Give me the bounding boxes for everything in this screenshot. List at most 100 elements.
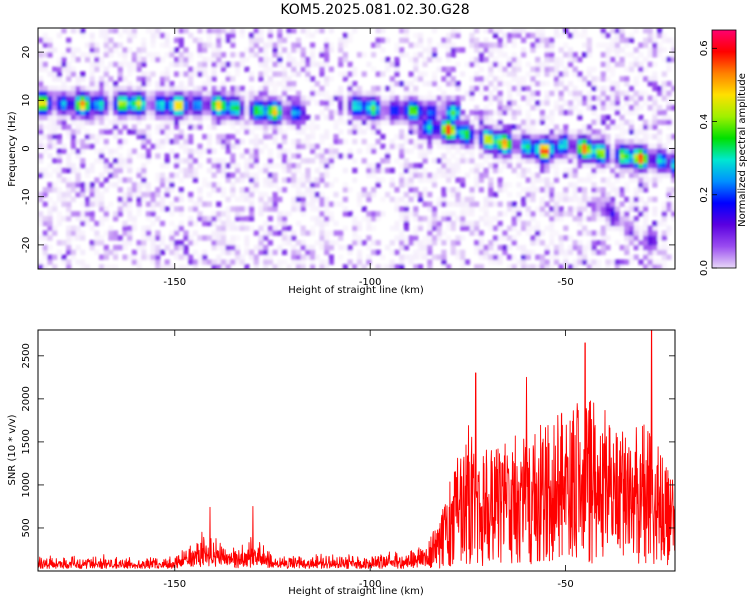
heatmap-cell — [525, 158, 531, 164]
colorbar-tick-label: 0.6 — [699, 40, 710, 56]
heatmap-cell — [169, 100, 175, 106]
heatmap-cell — [352, 100, 358, 106]
heatmap-cell — [460, 216, 466, 222]
heatmap-cell — [216, 105, 222, 111]
heatmap-cell — [413, 143, 419, 150]
heatmap-cell — [127, 254, 133, 260]
heatmap-cell — [258, 76, 264, 82]
heatmap-cell — [178, 28, 184, 34]
heatmap-cell — [192, 158, 198, 164]
heatmap-cell — [619, 56, 625, 63]
heatmap-cell — [436, 201, 442, 207]
heatmap-cell — [263, 71, 269, 77]
heatmap-cell — [469, 61, 475, 68]
heatmap-cell — [310, 52, 316, 58]
heatmap-cell — [375, 129, 381, 135]
heatmap-cell — [253, 28, 259, 34]
heatmap-cell — [628, 109, 635, 116]
heatmap-cell — [253, 177, 259, 183]
heatmap-cell — [80, 114, 86, 121]
heatmap-cell — [591, 172, 597, 178]
heatmap-cell — [188, 114, 194, 121]
heatmap-cell — [108, 100, 114, 106]
heatmap-cell — [117, 153, 123, 159]
heatmap-cell — [652, 249, 658, 256]
heatmap-cell — [619, 148, 625, 154]
heatmap-cell — [103, 66, 109, 72]
heatmap-cell — [427, 148, 433, 154]
heatmap-cell — [319, 259, 325, 265]
heatmap-cell — [446, 114, 452, 121]
heatmap-cell — [338, 254, 344, 260]
heatmap-cell — [511, 56, 517, 63]
heatmap-cell — [324, 244, 330, 251]
heatmap-cell — [145, 254, 152, 260]
heatmap-cell — [431, 225, 438, 231]
heatmap-cell — [99, 105, 105, 111]
heatmap-cell — [600, 28, 606, 34]
heatmap-cell — [643, 249, 649, 256]
heatmap-cell — [446, 100, 452, 106]
heatmap-cell — [516, 90, 522, 97]
heatmap-cell — [521, 158, 527, 164]
heatmap-cell — [211, 220, 217, 227]
heatmap-cell — [249, 114, 255, 121]
heatmap-cell — [671, 105, 675, 111]
heatmap-cell — [155, 52, 161, 58]
heatmap-cell — [427, 37, 433, 43]
heatmap-cell — [553, 191, 560, 198]
heatmap-cell — [624, 240, 630, 246]
heatmap-cell — [197, 124, 203, 130]
heatmap-cell — [267, 119, 273, 125]
heatmap-cell — [497, 100, 503, 106]
heatmap-cell — [197, 47, 203, 53]
heatmap-cell — [113, 129, 119, 135]
heatmap-cell — [155, 28, 161, 34]
heatmap-cell — [431, 138, 438, 145]
heatmap-cell — [127, 66, 133, 72]
heatmap-cell — [220, 85, 227, 92]
heatmap-cell — [80, 119, 86, 125]
heatmap-cell — [70, 109, 76, 116]
heatmap-cell — [202, 109, 208, 116]
heatmap-cell — [371, 42, 377, 48]
heatmap-cell — [164, 138, 170, 145]
heatmap-cell — [610, 42, 616, 48]
heatmap-cell — [263, 81, 269, 87]
heatmap-cell — [225, 177, 231, 183]
heatmap-cell — [183, 28, 189, 34]
heatmap-cell — [657, 143, 663, 150]
heatmap-cell — [113, 28, 119, 34]
heatmap-cell — [42, 105, 48, 111]
heatmap-cell — [544, 134, 550, 140]
heatmap-cell — [89, 81, 95, 87]
heatmap-cell — [89, 95, 95, 101]
heatmap-cell — [263, 230, 269, 236]
heatmap-cell — [70, 56, 76, 63]
heatmap-cell — [319, 158, 325, 164]
heatmap-cell — [591, 163, 597, 169]
heatmap-cell — [600, 95, 606, 101]
heatmap-cell — [371, 95, 377, 101]
heatmap-cell — [155, 177, 161, 183]
heatmap-cell — [225, 76, 231, 82]
heatmap-cell — [75, 100, 81, 106]
heatmap-cell — [516, 148, 522, 154]
heatmap-cell — [567, 47, 574, 53]
heatmap-cell — [319, 47, 325, 53]
heatmap-cell — [586, 52, 592, 58]
heatmap-cell — [596, 240, 602, 246]
heatmap-cell — [417, 138, 424, 145]
heatmap-cell — [291, 230, 297, 236]
heatmap-cell — [657, 52, 663, 58]
heatmap-cell — [188, 100, 194, 106]
heatmap-cell — [446, 172, 452, 178]
heatmap-cell — [455, 216, 461, 222]
heatmap-cell — [647, 81, 653, 87]
colorbar-label: Normalized spectral amplitude — [737, 73, 748, 227]
heatmap-cell — [539, 66, 545, 72]
heatmap-cell — [188, 138, 194, 145]
heatmap-cell — [413, 114, 419, 121]
heatmap-cell — [122, 254, 128, 260]
heatmap-cell — [408, 177, 414, 183]
